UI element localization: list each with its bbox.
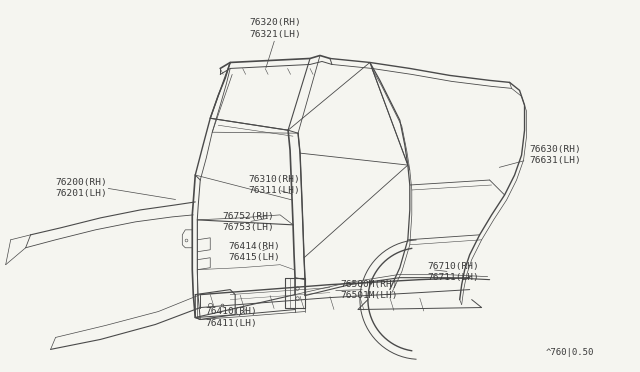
Text: 76200(RH)
76201(LH): 76200(RH) 76201(LH) — [56, 178, 108, 198]
Text: 76630(RH)
76631(LH): 76630(RH) 76631(LH) — [529, 145, 581, 165]
Text: 76310(RH)
76311(LH): 76310(RH) 76311(LH) — [248, 175, 300, 195]
Text: 76500M(RH)
76501M(LH): 76500M(RH) 76501M(LH) — [340, 280, 397, 300]
Text: 76752(RH)
76753(LH): 76752(RH) 76753(LH) — [222, 212, 274, 232]
Text: 76414(RH)
76415(LH): 76414(RH) 76415(LH) — [228, 242, 280, 262]
Text: ^760|0.50: ^760|0.50 — [546, 348, 595, 357]
Text: 76320(RH)
76321(LH): 76320(RH) 76321(LH) — [249, 19, 301, 39]
Text: 76710(RH)
76711(LH): 76710(RH) 76711(LH) — [428, 262, 479, 282]
Text: 76410(RH)
76411(LH): 76410(RH) 76411(LH) — [205, 307, 257, 328]
